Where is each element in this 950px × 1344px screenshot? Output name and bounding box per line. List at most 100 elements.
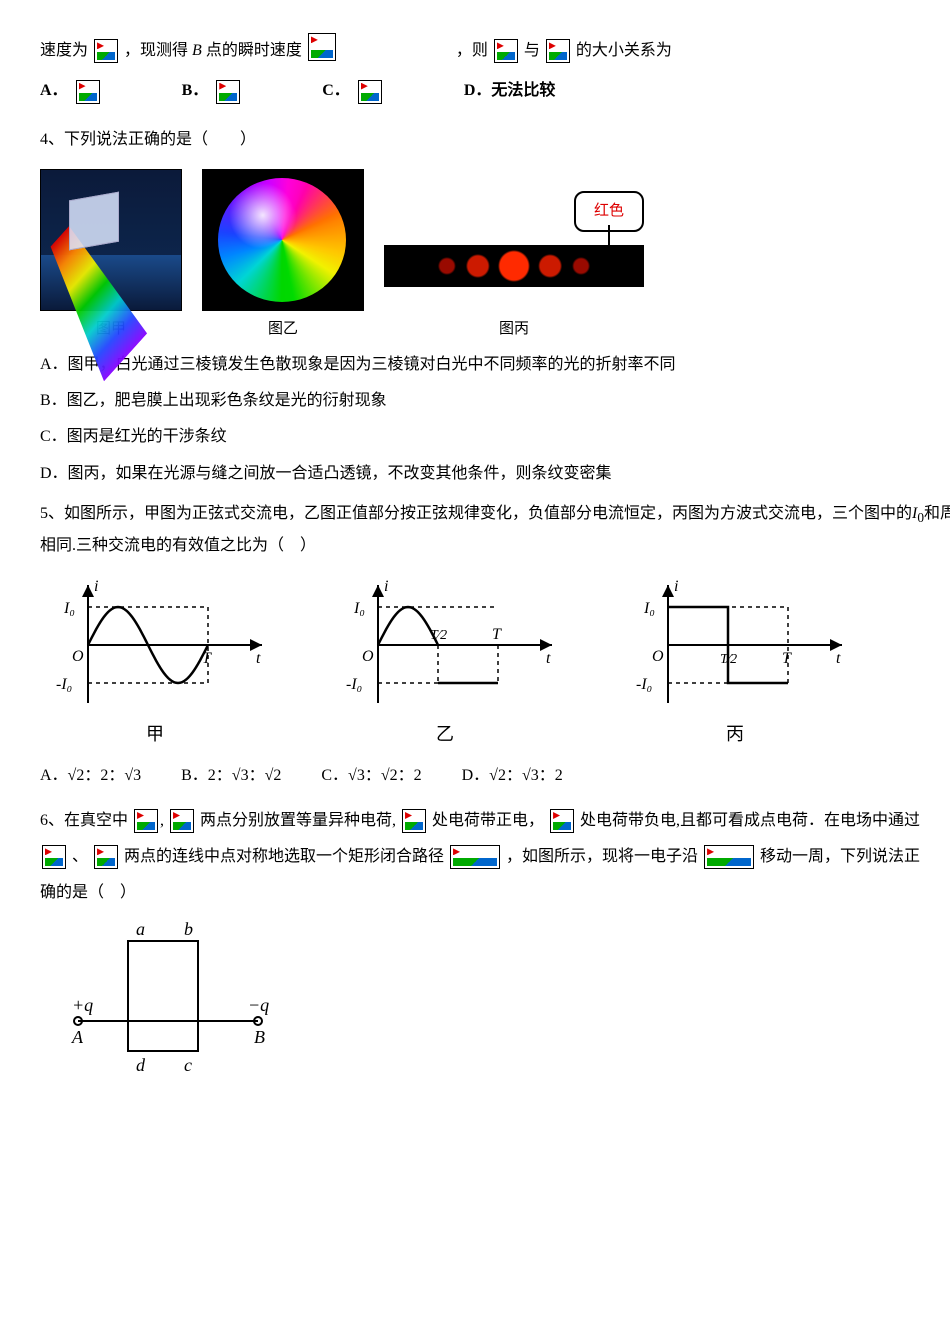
q5-fig-yi: itOI₀-I₀T⁄2T 乙 [330, 575, 560, 751]
q6-text: 两点分别放置等量异种电荷, [200, 812, 396, 829]
q6-text: 处电荷带负电,且都可看成点电荷．在电场中通过 [580, 812, 920, 829]
q3-opt-D: D．无法比较 [464, 76, 556, 106]
soap-bubble-image [202, 169, 364, 311]
q4-opt-C: C．图丙是红光的干涉条纹 [40, 422, 950, 452]
broken-image-icon [94, 39, 118, 63]
q4-opt-D: D．图丙，如果在光源与缝之间放一合适凸透镜，不改变其他条件，则条纹变密集 [40, 459, 950, 489]
svg-text:i: i [674, 578, 678, 595]
point-B: B [192, 42, 202, 59]
broken-image-icon [546, 39, 570, 63]
q5-fig-jia: itOI₀-I₀T 甲 [40, 575, 270, 751]
broken-image-icon [216, 80, 240, 104]
q5-text: 5、如图所示，甲图为正弦式交流电，乙图正值部分按正弦规律变化，负值部分电流恒定，… [40, 505, 912, 522]
sine-wave-graph-icon: itOI₀-I₀T [40, 575, 270, 715]
q5-opt-C: C．√3：√2：2 [321, 761, 421, 791]
svg-text:c: c [184, 1055, 192, 1075]
q3-text: 点的瞬时速度 [202, 42, 302, 59]
svg-text:B: B [254, 1027, 265, 1047]
q4-stem: 4、下列说法正确的是（ ） [40, 125, 950, 155]
q3-opt-C: C． [322, 76, 384, 106]
broken-image-icon [358, 80, 382, 104]
svg-text:t: t [256, 650, 261, 667]
svg-text:-I₀: -I₀ [346, 676, 362, 693]
broken-image-icon [76, 80, 100, 104]
q6-figure: +q −q A Ba b c d [58, 921, 950, 1081]
svg-text:b: b [184, 921, 193, 939]
svg-text:I₀: I₀ [353, 600, 365, 617]
q4-figures: 图甲 图乙 红色 图丙 [40, 169, 950, 344]
fig-caption: 图丙 [384, 315, 644, 344]
q6-text: ，如图所示，现将一电子沿 [506, 848, 698, 865]
q5-fig-bing: itOI₀-I₀T⁄2T 丙 [620, 575, 850, 751]
q5-figures: itOI₀-I₀T 甲 itOI₀-I₀T⁄2T 乙 itOI₀-I₀T⁄2T … [40, 575, 950, 751]
broken-image-icon [308, 33, 336, 61]
fig-caption: 甲 [40, 717, 270, 751]
svg-text:I₀: I₀ [63, 600, 75, 617]
svg-text:O: O [362, 648, 374, 665]
svg-text:i: i [94, 578, 98, 595]
q4-fig-jia: 图甲 [40, 169, 182, 344]
q3-text: ，则 [456, 42, 488, 59]
q6-text: 处电荷带正电， [432, 812, 544, 829]
svg-text:d: d [136, 1055, 146, 1075]
prism-dispersion-image [40, 169, 182, 311]
q3-opt-A: A． [40, 76, 102, 106]
q5-text: 和周期 [924, 505, 950, 522]
q4-opt-A: A．图甲，白光通过三棱镜发生色散现象是因为三棱镜对白光中不同频率的光的折射率不同 [40, 350, 950, 380]
broken-image-icon [134, 809, 158, 833]
q3-options: A． B． C． D．无法比较 [40, 76, 950, 106]
q3-opt-B: B． [182, 76, 243, 106]
q5-opt-B: B．2：√3：√2 [181, 761, 281, 791]
q4-fig-bing: 红色 图丙 [384, 191, 644, 344]
svg-text:a: a [136, 921, 145, 939]
q3-text: 速度为 [40, 42, 88, 59]
q4-fig-yi: 图乙 [202, 169, 364, 344]
svg-text:+q: +q [72, 995, 93, 1015]
I0-sub: 0 [917, 510, 924, 525]
fig-caption: 图乙 [202, 315, 364, 344]
q6-text: 移动一周，下列说法正 [760, 848, 920, 865]
q5-stem: 5、如图所示，甲图为正弦式交流电，乙图正值部分按正弦规律变化，负值部分电流恒定，… [40, 499, 950, 561]
svg-text:A: A [71, 1027, 84, 1047]
q3-tail-line: 速度为 ，现测得 B 点的瞬时速度 ，则 与 的大小关系为 [40, 36, 950, 66]
broken-image-icon [170, 809, 194, 833]
fig-caption: 乙 [330, 717, 560, 751]
broken-image-icon [450, 845, 500, 869]
q4-opt-B: B．图乙，肥皂膜上出现彩色条纹是光的衍射现象 [40, 386, 950, 416]
half-sine-wave-graph-icon: itOI₀-I₀T⁄2T [330, 575, 560, 715]
square-wave-graph-icon: itOI₀-I₀T⁄2T [620, 575, 850, 715]
q6-text: 、 [72, 848, 88, 865]
q5-options: A．√2：2：√3 B．2：√3：√2 C．√3：√2：2 D．√2：√3：2 [40, 761, 950, 791]
q6-line3: 确的是（ ） [40, 878, 950, 908]
svg-text:t: t [546, 650, 551, 667]
interference-fringes-image: 红色 [384, 191, 644, 311]
q6-line1: 6、在真空中 , 两点分别放置等量异种电荷, 处电荷带正电， 处电荷带负电,且都… [40, 806, 950, 836]
charge-rectangle-diagram-icon: +q −q A Ba b c d [58, 921, 288, 1081]
q5-opt-A: A．√2：2：√3 [40, 761, 141, 791]
broken-image-icon [42, 845, 66, 869]
q5-text: 相同.三种交流电的有效值之比为（ ） [40, 537, 316, 554]
broken-image-icon [550, 809, 574, 833]
svg-text:O: O [652, 648, 664, 665]
q5-opt-D: D．√2：√3：2 [462, 761, 563, 791]
svg-text:O: O [72, 648, 84, 665]
broken-image-icon [704, 845, 754, 869]
svg-text:T: T [492, 626, 502, 643]
q6-line2: 、 两点的连线中点对称地选取一个矩形闭合路径 ，如图所示，现将一电子沿 移动一周… [40, 842, 950, 872]
svg-text:−q: −q [248, 995, 269, 1015]
q6-text: 6、在真空中 [40, 812, 128, 829]
q3-text: 的大小关系为 [576, 42, 672, 59]
broken-image-icon [402, 809, 426, 833]
fig-caption: 丙 [620, 717, 850, 751]
broken-image-icon [94, 845, 118, 869]
q3-text: 与 [524, 42, 540, 59]
svg-text:I₀: I₀ [643, 600, 655, 617]
svg-text:-I₀: -I₀ [56, 676, 72, 693]
svg-text:i: i [384, 578, 388, 595]
q3-text: ，现测得 [124, 42, 192, 59]
q6-text: 两点的连线中点对称地选取一个矩形闭合路径 [124, 848, 444, 865]
svg-text:t: t [836, 650, 841, 667]
svg-text:-I₀: -I₀ [636, 676, 652, 693]
svg-text:T: T [782, 650, 792, 667]
broken-image-icon [494, 39, 518, 63]
